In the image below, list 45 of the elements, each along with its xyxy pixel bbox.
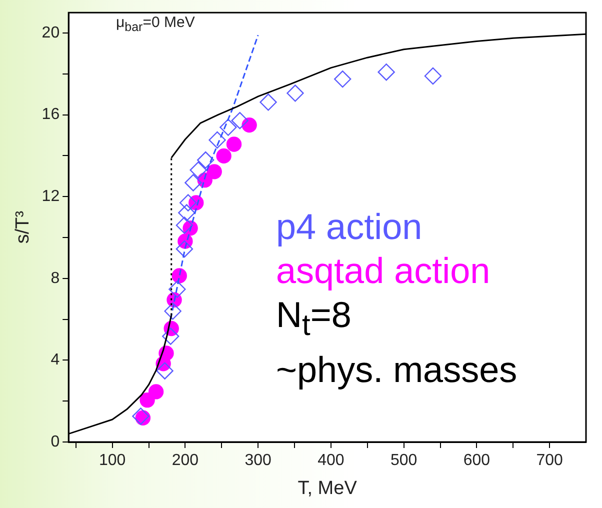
y-tick-label: 12 [42, 188, 60, 206]
point [220, 118, 237, 136]
point [148, 384, 164, 400]
y-axis-title: s/T³ [12, 210, 34, 244]
point [176, 240, 194, 258]
x-tick-label: 200 [172, 452, 199, 470]
point [184, 174, 202, 192]
point [226, 136, 242, 152]
annotation: N$_{t}$=8 [276, 293, 352, 344]
x-axis-title: T, MeV [298, 478, 358, 499]
point [197, 151, 214, 169]
point [168, 280, 186, 298]
y-tick-label: 8 [50, 270, 60, 287]
x-tick-label: 100 [98, 452, 126, 470]
point [164, 302, 182, 320]
point [190, 161, 207, 179]
text: p4 action [276, 205, 424, 249]
point [216, 148, 232, 164]
point [208, 131, 226, 149]
y-tick-label: 20 [42, 24, 60, 42]
point [180, 194, 197, 212]
point [260, 94, 277, 111]
point [334, 70, 352, 88]
point [156, 362, 174, 380]
point [242, 117, 257, 133]
point [424, 67, 442, 85]
point [176, 216, 194, 234]
point [231, 112, 248, 130]
point [162, 328, 180, 345]
point [132, 408, 150, 425]
x-tick-label: 700 [536, 452, 564, 470]
point [286, 84, 304, 102]
x-tick-label: 300 [244, 452, 272, 470]
text: asqtad action [276, 249, 492, 293]
x-tick-label: 600 [463, 452, 490, 470]
x-tick-label: 500 [390, 452, 418, 470]
point [378, 64, 395, 81]
annotation: ~phys. masses [276, 348, 518, 392]
point [206, 164, 222, 180]
x-tick-label: 400 [318, 452, 344, 470]
y-tick-label: 16 [42, 106, 60, 124]
annotation: μ$_{bar}$=0 MeV [116, 14, 195, 34]
y-tick-label: 4 [50, 352, 60, 369]
point [178, 204, 196, 222]
y-tick-label: 0 [50, 433, 60, 450]
